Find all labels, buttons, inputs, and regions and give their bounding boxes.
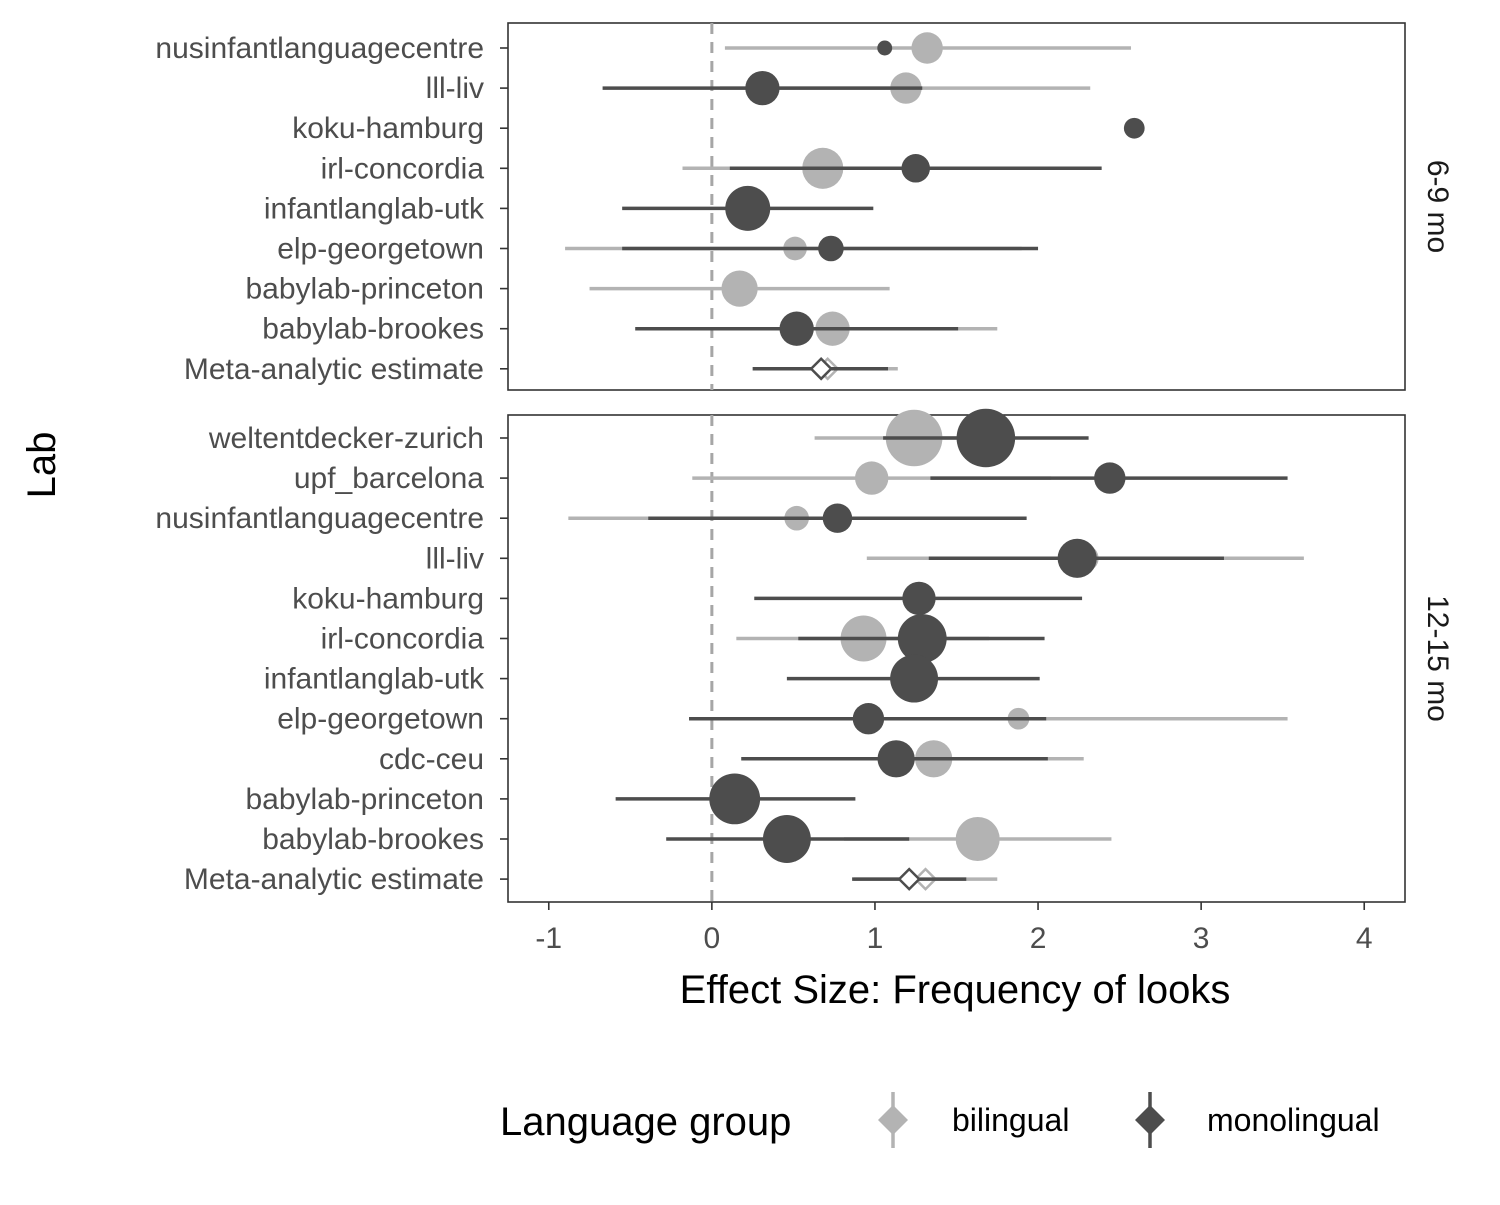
x-tick-label: 1 xyxy=(867,922,884,955)
y-tick-label: babylab-brookes xyxy=(262,823,484,856)
series-monolingual xyxy=(615,408,1288,891)
point-estimate xyxy=(725,185,771,231)
point-estimate xyxy=(855,461,889,495)
point-estimate xyxy=(955,816,1000,862)
point-estimate xyxy=(1057,538,1097,578)
point-estimate xyxy=(1123,117,1145,139)
x-tick-label: 2 xyxy=(1030,922,1047,955)
y-tick-label: elp-georgetown xyxy=(277,233,484,266)
y-tick-label: koku-hamburg xyxy=(292,112,484,145)
point-estimate xyxy=(818,235,844,262)
y-tick-label: babylab-princeton xyxy=(246,273,485,306)
legend-title: Language group xyxy=(500,1100,791,1144)
point-estimate xyxy=(822,503,853,533)
point-estimate xyxy=(890,654,939,703)
meta-estimate-diamond xyxy=(809,357,833,381)
y-tick-label: upf_barcelona xyxy=(294,462,484,495)
y-tick-label: Meta-analytic estimate xyxy=(184,863,484,896)
legend: Language group bilingual monolingual xyxy=(500,1092,1380,1148)
y-tick-label: Meta-analytic estimate xyxy=(184,353,484,386)
y-tick-label: lll-liv xyxy=(426,72,484,105)
point-estimate xyxy=(877,740,915,778)
point-estimate xyxy=(902,581,936,616)
y-tick-label: babylab-princeton xyxy=(246,783,485,816)
x-tick-label: -1 xyxy=(535,922,562,955)
legend-item-label: bilingual xyxy=(952,1102,1069,1138)
y-axis-title: Lab xyxy=(20,432,64,499)
point-estimate xyxy=(745,70,780,106)
facet-strip-label: 6-9 mo xyxy=(1421,160,1454,253)
x-tick-label: 0 xyxy=(704,922,721,955)
point-estimate xyxy=(956,408,1016,468)
panel-12-15-mo: weltentdecker-zurich upf_barcelonanusinfa… xyxy=(155,408,1454,903)
point-estimate xyxy=(1094,462,1126,494)
meta-estimate-diamond xyxy=(897,867,921,891)
y-tick-label: babylab-brookes xyxy=(262,313,484,346)
point-estimate xyxy=(911,32,943,64)
panel-border xyxy=(507,22,1406,391)
y-tick-label: infantlanglab-utk xyxy=(264,663,485,696)
legend-item-monolingual: monolingual xyxy=(1135,1092,1380,1148)
facet-strip-label: 12-15 mo xyxy=(1421,595,1454,722)
y-tick-label: irl-concordia xyxy=(321,623,485,656)
legend-key-diamond xyxy=(1135,1105,1165,1135)
panel-border xyxy=(507,414,1406,903)
point-estimate xyxy=(721,270,758,307)
y-tick-label: cdc-ceu xyxy=(379,743,484,776)
point-estimate xyxy=(877,40,893,56)
y-tick-label: elp-georgetown xyxy=(277,703,484,736)
x-axis-title: Effect Size: Frequency of looks xyxy=(680,968,1231,1012)
y-tick-label: nusinfantlanguagecentre xyxy=(155,502,484,535)
series-monolingual xyxy=(602,40,1145,381)
point-estimate xyxy=(897,614,947,663)
panel-6-9-mo: nusinfantlanguagecentre lll-liv koku-hambu… xyxy=(155,22,1454,391)
y-tick-label: infantlanglab-utk xyxy=(264,192,485,225)
legend-item-bilingual: bilingual xyxy=(878,1092,1069,1148)
y-tick-label: lll-liv xyxy=(426,542,484,575)
x-tick-label: 4 xyxy=(1356,922,1373,955)
point-estimate xyxy=(762,815,811,863)
point-estimate xyxy=(709,773,761,825)
x-axis: -1 0 1 2 3 4 xyxy=(535,902,1373,955)
legend-item-label: monolingual xyxy=(1207,1102,1380,1138)
point-estimate xyxy=(901,154,930,183)
x-tick-label: 3 xyxy=(1193,922,1210,955)
y-tick-label: weltentdecker-zurich xyxy=(208,422,484,455)
legend-key-diamond xyxy=(878,1105,908,1135)
y-tick-label: irl-concordia xyxy=(321,152,485,185)
y-tick-label: koku-hamburg xyxy=(292,582,484,615)
y-tick-label: nusinfantlanguagecentre xyxy=(155,32,484,65)
point-estimate xyxy=(852,703,885,735)
point-estimate xyxy=(779,311,814,346)
